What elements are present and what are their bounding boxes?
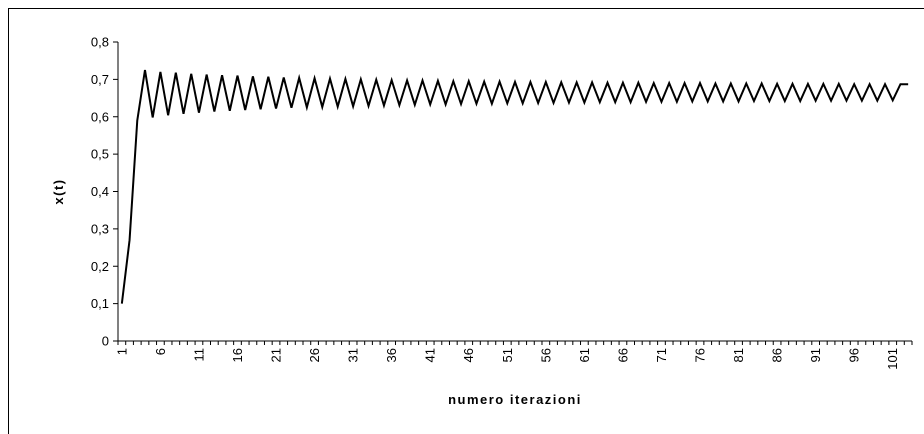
x-tick-label: 51 bbox=[500, 348, 515, 362]
x-tick-label: 26 bbox=[307, 348, 322, 362]
x-tick-label: 71 bbox=[654, 348, 669, 362]
y-axis: 0 0,1 0,2 0,3 0,4 0,5 0,6 0,7 0,8 bbox=[91, 35, 118, 349]
y-tick-label: 0,4 bbox=[91, 184, 109, 199]
x-tick-label: 11 bbox=[191, 348, 206, 362]
x-tick-label: 16 bbox=[230, 348, 245, 362]
x-tick-label: 66 bbox=[615, 348, 630, 362]
x-tick-label: 1 bbox=[114, 348, 129, 355]
x-tick-label: 46 bbox=[461, 348, 476, 362]
y-tick-label: 0,1 bbox=[91, 296, 109, 311]
y-tick-label: 0 bbox=[102, 334, 109, 349]
y-tick-label: 0,3 bbox=[91, 221, 109, 236]
x-tick-label: 81 bbox=[731, 348, 746, 362]
x-tick-label: 101 bbox=[885, 348, 900, 370]
x-tick-label: 41 bbox=[423, 348, 438, 362]
x-tick-label: 56 bbox=[538, 348, 553, 362]
x-tick-label: 86 bbox=[770, 348, 785, 362]
x-axis: 1 6 11 16 21 26 31 36 41 46 51 56 61 66 71 76 81 86 91 96 10… bbox=[114, 341, 913, 370]
x-tick-label: 36 bbox=[384, 348, 399, 362]
x-tick-label: 31 bbox=[346, 348, 361, 362]
x-tick-label: 6 bbox=[153, 348, 168, 355]
y-tick-label: 0,6 bbox=[91, 109, 109, 124]
x-tick-label: 96 bbox=[847, 348, 862, 362]
y-tick-label: 0,2 bbox=[91, 259, 109, 274]
y-tick-label: 0,7 bbox=[91, 72, 109, 87]
x-tick-label: 21 bbox=[269, 348, 284, 362]
series-line bbox=[120, 69, 909, 304]
x-tick-label: 91 bbox=[808, 348, 823, 362]
x-tick-label: 76 bbox=[693, 348, 708, 362]
y-tick-label: 0,5 bbox=[91, 147, 109, 162]
x-tick-label: 61 bbox=[577, 348, 592, 362]
y-tick-label: 0,8 bbox=[91, 35, 109, 50]
y-axis-title: x(t) bbox=[51, 178, 66, 204]
x-axis-title: numero iterazioni bbox=[448, 392, 582, 407]
